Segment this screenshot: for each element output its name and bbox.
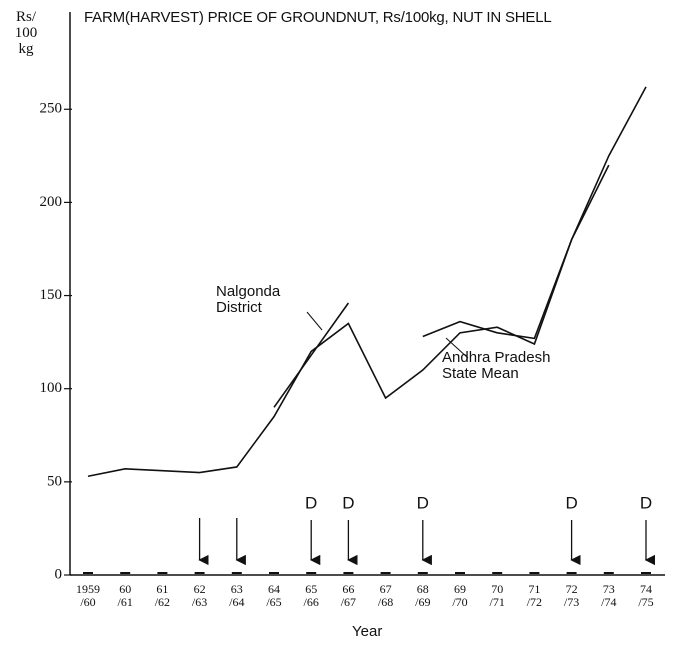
x-tick-label: 61 /62 bbox=[154, 582, 171, 609]
chart-title: FARM(HARVEST) PRICE OF GROUNDNUT, Rs/100… bbox=[84, 9, 552, 26]
leader-line bbox=[306, 311, 323, 331]
annotation: D bbox=[305, 493, 317, 512]
x-tick-label: 1959 /60 bbox=[76, 582, 100, 609]
y-tick-label: 200 bbox=[40, 194, 63, 210]
annotation: D bbox=[417, 493, 429, 512]
y-tick-label: 250 bbox=[40, 101, 63, 117]
series-line bbox=[422, 164, 610, 340]
y-tick-label: 0 bbox=[55, 566, 63, 582]
x-tick-label: 71 /72 bbox=[526, 582, 543, 609]
legend-label: Nalgonda District bbox=[216, 283, 281, 316]
y-axis-label: Rs/ 100 kg bbox=[14, 9, 38, 57]
x-tick-label: 72 /73 bbox=[563, 582, 580, 609]
x-tick-label: 67 /68 bbox=[377, 582, 394, 609]
y-tick-label: 150 bbox=[40, 287, 63, 303]
x-tick-label: 64 /65 bbox=[266, 582, 282, 609]
annotation: D bbox=[640, 493, 652, 512]
y-tick-label: 100 bbox=[40, 380, 63, 396]
x-tick-label: 66 /67 bbox=[340, 582, 357, 609]
legend-label: Andhra Pradesh State Mean bbox=[442, 349, 551, 382]
series-line bbox=[87, 86, 647, 478]
x-tick-label: 70 /71 bbox=[489, 582, 505, 609]
x-tick-label: 65 /66 bbox=[303, 582, 319, 609]
annotation: D bbox=[565, 493, 577, 512]
x-tick-label: 60 /61 bbox=[117, 582, 133, 609]
series-line bbox=[273, 302, 350, 408]
annotation: D bbox=[342, 493, 354, 512]
x-tick-label: 68 /69 bbox=[415, 582, 431, 609]
leader-line bbox=[445, 337, 469, 359]
y-tick-label: 50 bbox=[47, 473, 62, 489]
x-tick-label: 73 /74 bbox=[601, 582, 617, 609]
x-axis-label: Year bbox=[352, 623, 383, 640]
x-tick-label: 74 /75 bbox=[638, 582, 654, 609]
x-tick-label: 69 /70 bbox=[452, 582, 468, 609]
x-tick-label: 63 /64 bbox=[229, 582, 245, 609]
x-tick-label: 62 /63 bbox=[191, 582, 208, 609]
